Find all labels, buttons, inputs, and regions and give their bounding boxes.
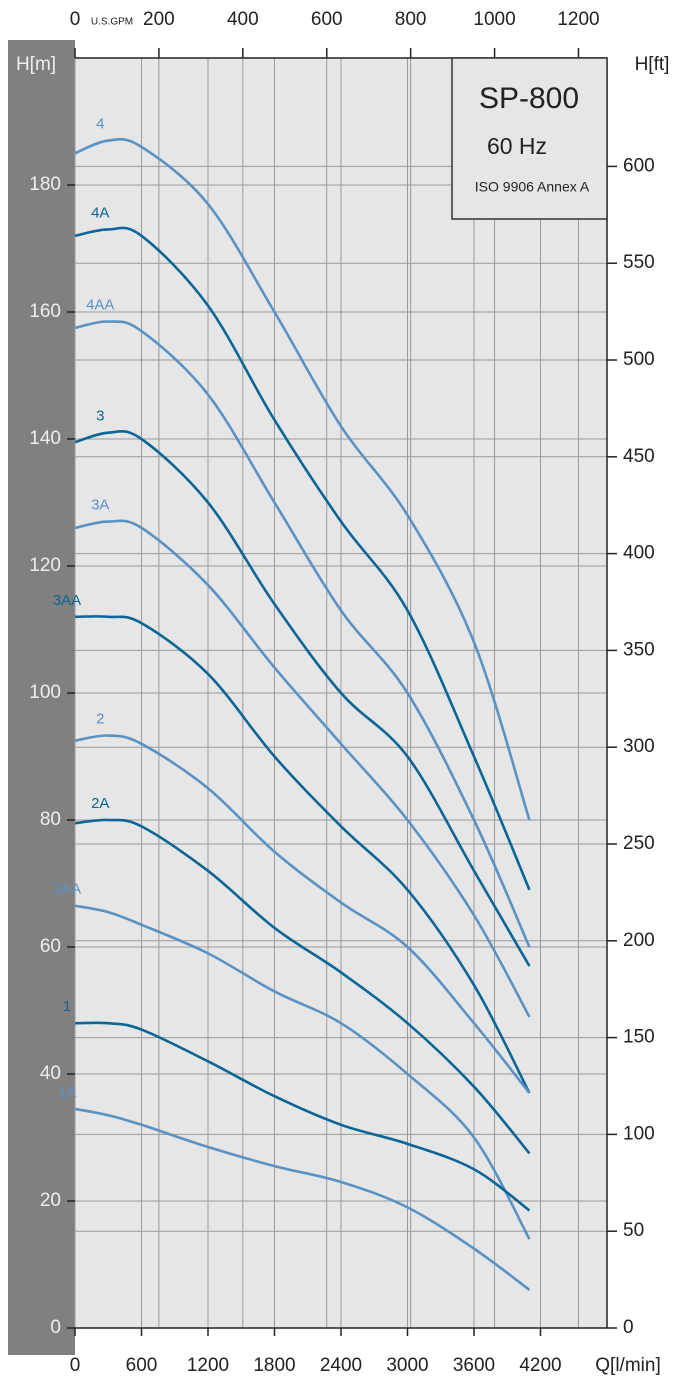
x2-tick-label: 400: [227, 9, 259, 30]
y-tick-label: 120: [29, 555, 61, 576]
x-tick-label: 600: [126, 1355, 158, 1376]
x-axis-label: Q[l/min]: [595, 1355, 660, 1376]
x2-tick-label: 0: [70, 9, 81, 30]
y2-tick-label: 300: [623, 736, 655, 757]
y-tick-label: 60: [40, 936, 61, 957]
info-box: [451, 57, 608, 220]
y2-tick-label: 600: [623, 155, 655, 176]
y2-tick-label: 400: [623, 543, 655, 564]
pump-curve: [74, 1021, 531, 1212]
y2-tick-label: 550: [623, 252, 655, 273]
pump-curve: [74, 138, 531, 821]
frequency: 60 Hz: [487, 133, 547, 159]
curve-label: 4AA: [86, 296, 114, 313]
x-tick-label: 1800: [253, 1355, 295, 1376]
y-tick-label: 160: [29, 301, 61, 322]
pump-curve: [74, 615, 531, 1094]
x2-axis-label: U.S.GPM: [91, 17, 133, 28]
y-axis-label: H[m]: [16, 54, 56, 75]
x2-tick-label: 200: [143, 9, 175, 30]
curve-label: 3AA: [53, 592, 81, 609]
pump-curve: [74, 320, 531, 948]
y-tick-label: 140: [29, 428, 61, 449]
y-tick-label: 40: [40, 1063, 61, 1084]
curve-label: 4: [96, 116, 104, 133]
x-tick-label: 2400: [320, 1355, 362, 1376]
curve-label: 3: [96, 408, 104, 425]
y2-tick-label: 350: [623, 639, 655, 660]
curve-label: 4A: [91, 204, 109, 221]
y-tick-label: 80: [40, 809, 61, 830]
y2-tick-label: 50: [623, 1220, 644, 1241]
y2-tick-label: 450: [623, 446, 655, 467]
y-tick-label: 100: [29, 682, 61, 703]
y2-tick-label: 150: [623, 1027, 655, 1048]
x2-tick-label: 1000: [473, 9, 515, 30]
y-tick-label: 180: [29, 174, 61, 195]
pump-curve: [74, 904, 531, 1240]
left-band: [8, 40, 75, 1355]
y2-axis-label: H[ft]: [635, 54, 670, 75]
x-tick-label: 4200: [519, 1355, 561, 1376]
curve-label: 2AA: [53, 881, 81, 898]
x2-tick-label: 800: [395, 9, 427, 30]
y2-tick-label: 500: [623, 349, 655, 370]
standard-note: ISO 9906 Annex A: [475, 179, 590, 195]
x-tick-label: 1200: [187, 1355, 229, 1376]
x2-tick-label: 1200: [557, 9, 599, 30]
x-tick-label: 0: [70, 1355, 81, 1376]
curve-label: 1: [63, 998, 71, 1015]
curve-label: 3A: [91, 497, 109, 514]
curve-label: 2: [96, 711, 104, 728]
curve-label: 2A: [91, 795, 109, 812]
pump-curve: [74, 734, 531, 1094]
y2-tick-label: 250: [623, 833, 655, 854]
x2-tick-label: 600: [311, 9, 343, 30]
pump-curve: [74, 519, 531, 1018]
pump-curve: [74, 429, 531, 967]
x-tick-label: 3000: [386, 1355, 428, 1376]
pump-curve: [74, 1107, 531, 1291]
y2-tick-label: 0: [623, 1317, 634, 1338]
y2-tick-label: 200: [623, 930, 655, 951]
model-title: SP-800: [479, 82, 579, 115]
pump-curve: [74, 818, 531, 1155]
y2-tick-label: 100: [623, 1123, 655, 1144]
x-tick-label: 3600: [453, 1355, 495, 1376]
pump-curve: [74, 226, 531, 891]
y-tick-label: 20: [40, 1190, 61, 1211]
curve-label: 1A: [58, 1084, 76, 1101]
y-tick-label: 0: [50, 1317, 61, 1338]
